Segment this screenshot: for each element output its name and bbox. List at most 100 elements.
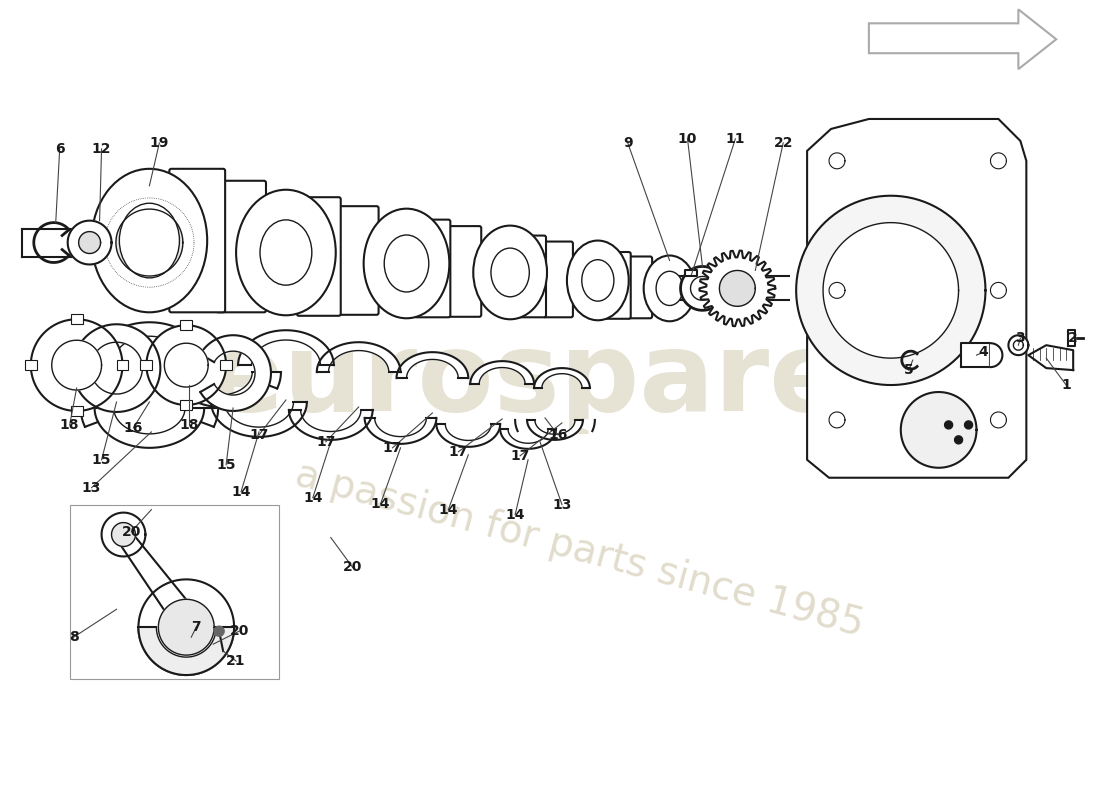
Text: 15: 15	[217, 458, 235, 472]
Ellipse shape	[582, 260, 614, 301]
Polygon shape	[1028, 345, 1074, 370]
Text: 17: 17	[316, 435, 336, 449]
Text: 8: 8	[69, 630, 78, 644]
Polygon shape	[146, 326, 227, 405]
Text: 3: 3	[1015, 331, 1025, 346]
Text: 4: 4	[979, 345, 989, 359]
Bar	[141, 360, 153, 370]
Polygon shape	[150, 214, 286, 276]
Polygon shape	[681, 266, 725, 310]
Polygon shape	[94, 186, 206, 298]
Polygon shape	[174, 372, 270, 407]
FancyBboxPatch shape	[297, 198, 341, 316]
Text: 7: 7	[191, 620, 201, 634]
Polygon shape	[396, 352, 469, 378]
Text: 21: 21	[227, 654, 245, 668]
Text: 16: 16	[124, 421, 143, 435]
Polygon shape	[684, 270, 697, 277]
Text: 14: 14	[439, 502, 458, 517]
Text: 20: 20	[230, 624, 249, 638]
Text: 2: 2	[1068, 331, 1078, 346]
Text: 18: 18	[59, 418, 79, 432]
Text: 16: 16	[548, 428, 568, 442]
Polygon shape	[80, 408, 98, 427]
Text: 22: 22	[773, 136, 793, 150]
FancyBboxPatch shape	[415, 220, 450, 318]
Text: 14: 14	[304, 490, 322, 505]
Polygon shape	[901, 392, 977, 468]
FancyBboxPatch shape	[169, 169, 226, 312]
Polygon shape	[101, 513, 145, 557]
Polygon shape	[164, 343, 208, 387]
Polygon shape	[515, 420, 529, 431]
Text: 19: 19	[150, 136, 169, 150]
Polygon shape	[214, 626, 224, 636]
Polygon shape	[31, 319, 122, 411]
Polygon shape	[700, 250, 776, 326]
Text: 14: 14	[371, 497, 390, 510]
Text: 1: 1	[1062, 378, 1071, 392]
Polygon shape	[111, 522, 135, 546]
Ellipse shape	[364, 209, 450, 318]
Polygon shape	[955, 436, 962, 444]
Polygon shape	[990, 412, 1006, 428]
Text: 10: 10	[678, 132, 697, 146]
Ellipse shape	[384, 235, 429, 292]
Polygon shape	[680, 277, 789, 300]
FancyBboxPatch shape	[543, 242, 573, 318]
Polygon shape	[990, 343, 1002, 367]
Polygon shape	[691, 277, 714, 300]
Polygon shape	[500, 429, 556, 449]
Polygon shape	[597, 266, 670, 301]
Text: 18: 18	[179, 418, 199, 432]
Polygon shape	[807, 119, 1026, 478]
Polygon shape	[829, 153, 845, 169]
Bar	[180, 320, 192, 330]
Polygon shape	[200, 343, 218, 362]
Bar	[180, 400, 192, 410]
Text: 17: 17	[449, 445, 468, 459]
Polygon shape	[317, 342, 400, 372]
Polygon shape	[95, 322, 205, 362]
Bar	[70, 314, 82, 324]
Text: 15: 15	[91, 453, 111, 466]
Polygon shape	[69, 505, 279, 679]
FancyBboxPatch shape	[627, 257, 652, 318]
Ellipse shape	[656, 271, 683, 306]
Ellipse shape	[491, 248, 529, 297]
Polygon shape	[960, 343, 990, 367]
FancyBboxPatch shape	[448, 226, 481, 317]
Text: 6: 6	[55, 142, 65, 156]
Polygon shape	[829, 412, 845, 428]
Polygon shape	[471, 361, 535, 384]
Polygon shape	[78, 324, 161, 412]
Polygon shape	[535, 368, 590, 388]
Polygon shape	[200, 408, 218, 427]
Polygon shape	[823, 222, 958, 358]
Ellipse shape	[566, 241, 629, 320]
Ellipse shape	[119, 203, 179, 278]
Polygon shape	[990, 153, 1006, 169]
Polygon shape	[95, 408, 205, 448]
Text: 17: 17	[383, 441, 403, 455]
Polygon shape	[80, 343, 98, 362]
Polygon shape	[364, 418, 437, 444]
Bar	[117, 360, 129, 370]
Polygon shape	[113, 534, 202, 619]
Bar	[70, 406, 82, 416]
Ellipse shape	[644, 255, 695, 322]
Polygon shape	[581, 420, 595, 431]
Bar	[220, 360, 232, 370]
Text: 12: 12	[91, 142, 111, 156]
Text: 14: 14	[505, 508, 525, 522]
Polygon shape	[139, 579, 234, 675]
Polygon shape	[510, 254, 597, 295]
Text: 13: 13	[81, 481, 101, 494]
Polygon shape	[266, 372, 280, 389]
FancyBboxPatch shape	[605, 252, 630, 318]
Polygon shape	[965, 421, 972, 429]
Text: 11: 11	[726, 132, 745, 146]
Text: 9: 9	[623, 136, 632, 150]
Polygon shape	[286, 229, 407, 284]
Polygon shape	[1009, 335, 1028, 355]
